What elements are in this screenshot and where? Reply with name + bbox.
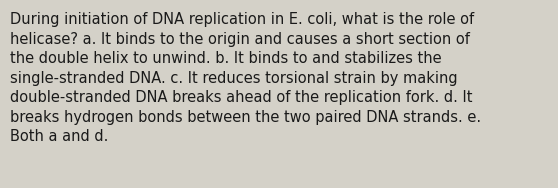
- Text: During initiation of DNA replication in E. coli, what is the role of
helicase? a: During initiation of DNA replication in …: [10, 12, 481, 144]
